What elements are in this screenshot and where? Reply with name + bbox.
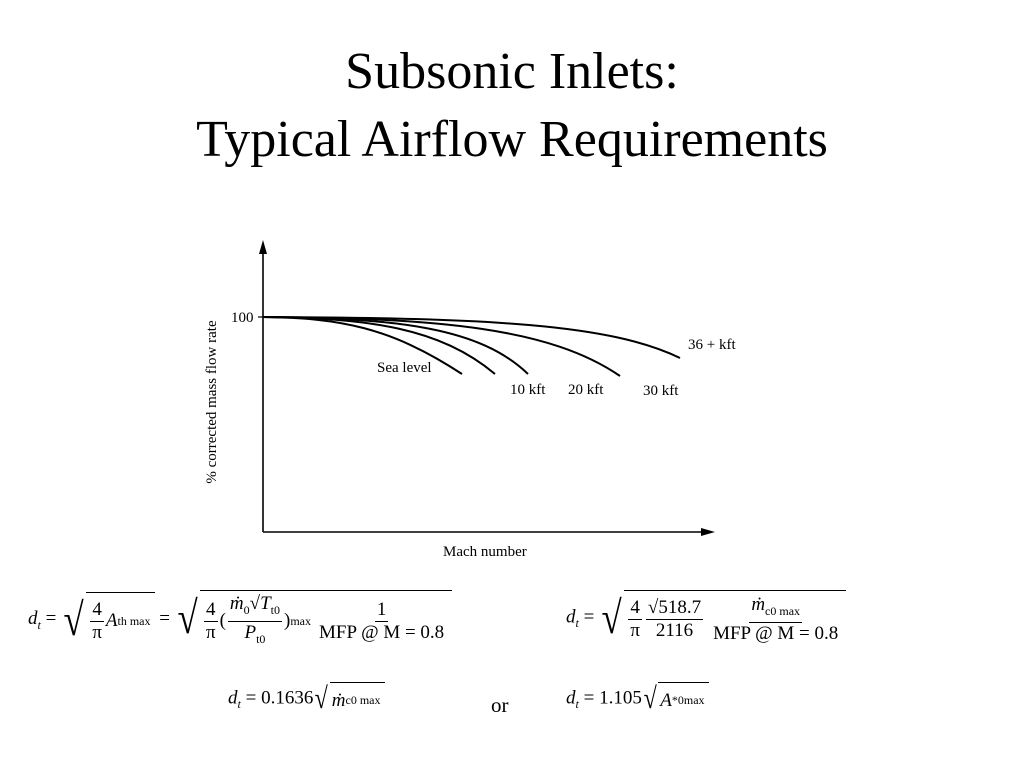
equation-dt-simplified-area: dt = 1.105 √ A * 0max (566, 682, 709, 716)
label-30-kft: 30 kft (643, 383, 679, 399)
curve-30-kft (262, 316, 621, 377)
equation-dt-simplified-massflow: dt = 0.1636 √ ṁ c0 max (228, 682, 385, 716)
mass-flow-chart: 100 Sea level 10 kft 20 kft 30 kft 36 + … (170, 232, 780, 572)
label-20-kft: 20 kft (568, 382, 604, 398)
y-axis-arrow (259, 240, 267, 254)
or-text: or (491, 693, 509, 717)
x-axis-arrow (701, 528, 715, 536)
x-axis-label: Mach number (443, 544, 527, 560)
y-axis-label: % corrected mass flow rate (204, 320, 220, 484)
curve-36-kft (262, 316, 681, 359)
y-tick-label-100: 100 (231, 310, 254, 326)
title-line-1: Subsonic Inlets: (345, 43, 679, 100)
slide-title: Subsonic Inlets: Typical Airflow Require… (0, 38, 1024, 174)
curve-sea-level (262, 316, 463, 375)
title-line-2: Typical Airflow Requirements (196, 111, 828, 168)
label-sea-level: Sea level (377, 360, 432, 376)
label-10-kft: 10 kft (510, 382, 546, 398)
label-36-kft: 36 + kft (688, 337, 736, 353)
